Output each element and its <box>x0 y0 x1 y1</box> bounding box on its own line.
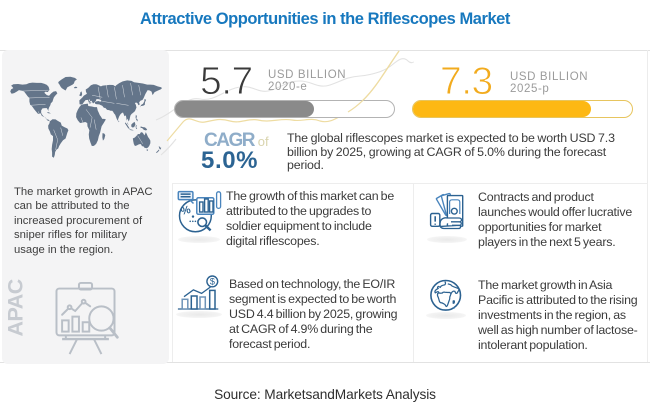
svg-text:$: $ <box>210 277 215 287</box>
svg-text:%: % <box>180 204 193 218</box>
